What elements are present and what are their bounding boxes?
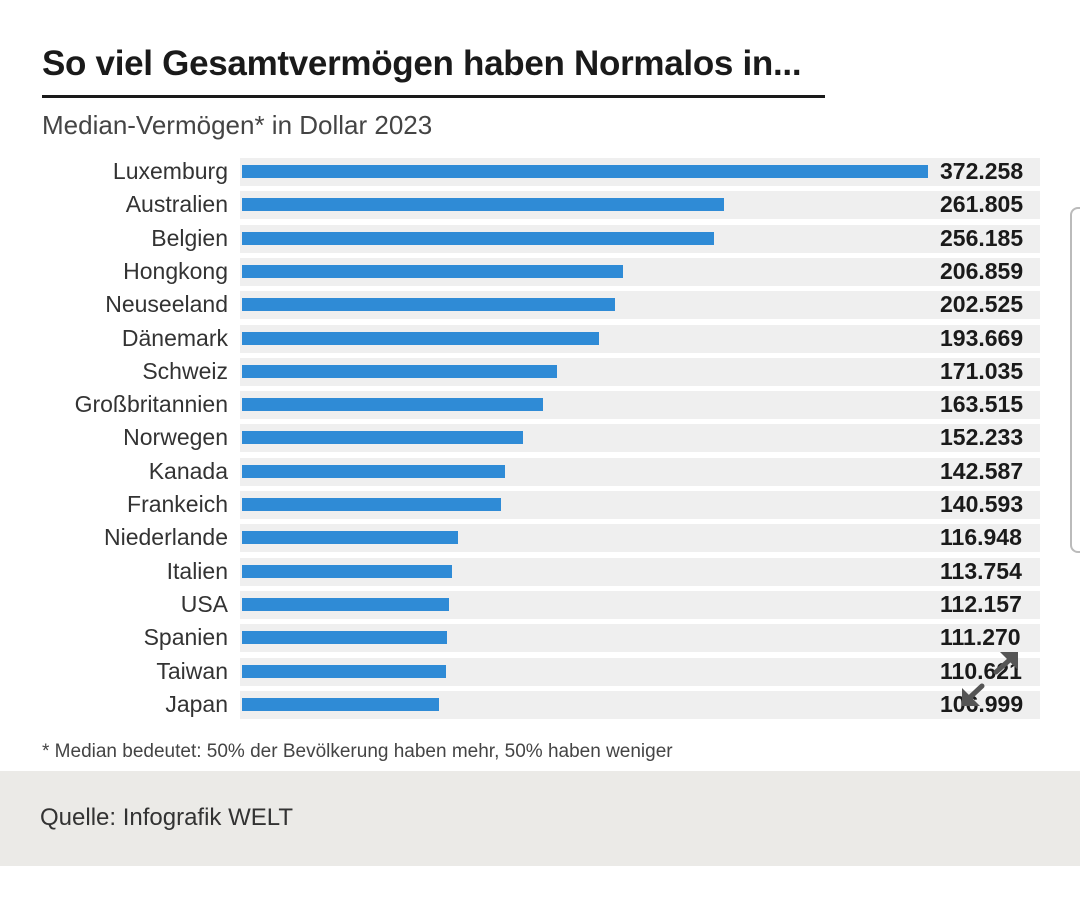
chart-footnote: * Median bedeutet: 50% der Bevölkerung h… bbox=[42, 741, 673, 762]
category-label: Luxemburg bbox=[112, 158, 228, 184]
chart-title: So viel Gesamtvermögen haben Normalos in… bbox=[42, 44, 802, 83]
value-label: 261.805 bbox=[940, 191, 1024, 218]
bar bbox=[242, 664, 446, 678]
category-label: Spanien bbox=[143, 624, 228, 651]
value-label: 112.157 bbox=[940, 590, 1022, 617]
value-label: 372.258 bbox=[940, 158, 1024, 184]
category-label: Hongkong bbox=[123, 257, 228, 284]
category-label: USA bbox=[180, 590, 228, 617]
expand-arrows-icon bbox=[962, 652, 1018, 706]
bar bbox=[242, 198, 725, 212]
bar bbox=[242, 264, 624, 278]
value-label: 163.515 bbox=[940, 391, 1024, 418]
value-label: 256.185 bbox=[940, 224, 1024, 251]
value-label: 142.587 bbox=[940, 457, 1024, 484]
bar bbox=[242, 464, 505, 478]
category-label: Großbritannien bbox=[74, 391, 228, 418]
bar bbox=[242, 298, 616, 312]
value-label: 206.859 bbox=[940, 257, 1024, 284]
bar bbox=[242, 165, 928, 178]
category-label: Belgien bbox=[151, 224, 228, 251]
bar bbox=[242, 398, 544, 412]
bar bbox=[242, 364, 558, 378]
bar bbox=[242, 498, 502, 511]
value-label: 111.270 bbox=[940, 624, 1021, 651]
category-label: Italien bbox=[166, 557, 228, 584]
category-label: Schweiz bbox=[142, 357, 228, 384]
bar bbox=[242, 597, 449, 611]
bar bbox=[242, 431, 523, 445]
category-label: Frankeich bbox=[127, 491, 228, 517]
bar bbox=[242, 697, 440, 711]
expand-button[interactable] bbox=[958, 650, 1020, 708]
value-label: 116.948 bbox=[940, 524, 1022, 551]
category-label: Australien bbox=[125, 191, 228, 218]
category-label: Kanada bbox=[148, 457, 228, 484]
bar bbox=[242, 231, 715, 245]
caption-bar: Quelle: Infografik WELT bbox=[0, 771, 1080, 866]
category-label: Niederlande bbox=[103, 524, 228, 551]
chart-subtitle: Median-Vermögen* in Dollar 2023 bbox=[42, 110, 433, 140]
title-rule bbox=[42, 95, 825, 98]
value-label: 171.035 bbox=[940, 357, 1024, 384]
value-label: 140.593 bbox=[940, 491, 1024, 517]
bar bbox=[242, 531, 458, 545]
value-label: 152.233 bbox=[940, 424, 1024, 451]
scroll-edge-panel[interactable] bbox=[1070, 207, 1080, 553]
bar bbox=[242, 631, 448, 645]
value-label: 202.525 bbox=[940, 291, 1024, 318]
category-label: Japan bbox=[165, 690, 228, 717]
category-label: Taiwan bbox=[156, 657, 228, 684]
value-label: 106.999 bbox=[940, 690, 1024, 717]
bar bbox=[242, 564, 452, 578]
bar bbox=[242, 331, 599, 345]
category-label: Dänemark bbox=[121, 324, 228, 351]
category-label: Neuseeland bbox=[105, 291, 228, 318]
caption-source: Quelle: Infografik WELT bbox=[40, 804, 293, 831]
value-label: 193.669 bbox=[940, 324, 1024, 351]
value-label: 113.754 bbox=[940, 557, 1022, 584]
category-label: Norwegen bbox=[123, 424, 228, 451]
